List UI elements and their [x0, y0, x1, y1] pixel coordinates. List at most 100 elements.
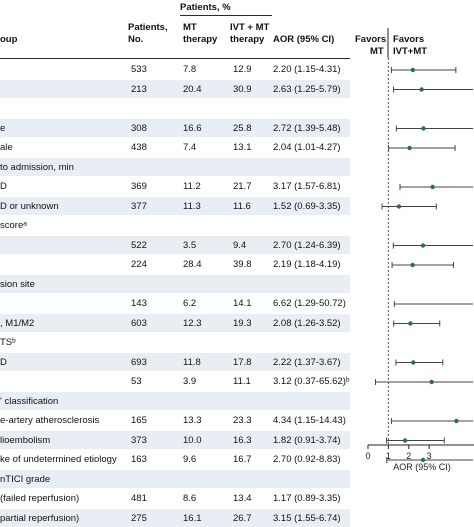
point-estimate	[410, 67, 416, 73]
row-label: partial reperfusion)	[0, 512, 80, 524]
x-tick-label: 3	[427, 451, 432, 461]
row-label: , M1/M2	[0, 317, 35, 329]
row-mt-pct: 28.4	[183, 259, 202, 270]
row-label: lioembolism	[0, 434, 51, 446]
header-ivtmt-1: IVT + MT	[230, 22, 270, 33]
header-favors-mt-1: Favors	[355, 34, 387, 45]
row-mt-pct: 16.1	[183, 512, 202, 524]
x-tick-label: 2	[406, 451, 411, 461]
row-mt-pct: 16.6	[183, 122, 202, 134]
row-mt-pct: 7.4	[183, 142, 197, 153]
row-ivtmt-pct: 17.8	[233, 356, 252, 368]
row-mt-pct: 20.4	[183, 83, 202, 95]
row-mt-pct: 3.5	[183, 239, 197, 251]
point-estimate	[419, 87, 424, 92]
row-patients: 522	[131, 239, 147, 251]
row-patients: 308	[131, 122, 147, 134]
row-patients: 165	[131, 415, 147, 426]
row-band	[0, 79, 350, 98]
row-patients: 693	[131, 356, 147, 368]
row-band	[0, 235, 350, 254]
row-band	[0, 391, 350, 410]
row-aor: 6.62 (1.29-50.72)	[273, 298, 346, 309]
row-mt-pct: 6.2	[183, 298, 197, 309]
row-ivtmt-pct: 11.1	[233, 376, 251, 387]
header-patients-pct: Patients, %	[180, 2, 231, 13]
row-mt-pct: 11.2	[183, 181, 201, 192]
row-band	[0, 430, 350, 449]
point-estimate	[420, 457, 426, 463]
header-aor: AOR (95% CI)	[273, 34, 335, 45]
row-label: e	[0, 122, 6, 134]
header-rule-top	[180, 15, 272, 16]
row-band	[0, 196, 350, 215]
row-label: e-artery atherosclerosis	[0, 415, 100, 426]
point-estimate	[411, 360, 416, 365]
row-aor: 1.82 (0.91-3.74)	[273, 434, 341, 446]
row-label: ' classification	[0, 395, 59, 407]
row-mt-pct: 10.0	[183, 434, 202, 446]
row-patients: 53	[131, 376, 142, 387]
header-mt-1: MT	[183, 22, 197, 33]
row-aor: 2.63 (1.25-5.79)	[273, 83, 341, 95]
point-estimate	[430, 184, 435, 190]
header-patients-no-2: No.	[128, 34, 144, 45]
row-aor: 2.08 (1.26-3.52)	[273, 317, 341, 329]
row-mt-pct: 11.8	[183, 356, 201, 368]
row-ivtmt-pct: 16.7	[233, 454, 252, 465]
row-mt-pct: 13.3	[183, 415, 202, 426]
row-ivtmt-pct: 39.8	[233, 259, 252, 270]
row-patients: 163	[131, 454, 147, 465]
row-patients: 373	[131, 434, 147, 446]
row-aor: 2.70 (0.92-8.83)	[273, 454, 341, 465]
header-favors-ivt-2: IVT+MT	[393, 46, 428, 57]
row-ivtmt-pct: 16.3	[233, 434, 252, 446]
row-ivtmt-pct: 11.6	[233, 200, 251, 212]
row-aor: 2.72 (1.39-5.48)	[273, 122, 341, 134]
row-ivtmt-pct: 13.4	[233, 493, 252, 504]
row-ivtmt-pct: 26.7	[233, 512, 252, 524]
point-estimate	[410, 262, 415, 268]
x-tick-label: 1	[386, 451, 391, 461]
row-aor: 2.04 (1.01-4.27)	[273, 142, 341, 153]
header-favors-mt-2: MT	[370, 46, 384, 57]
row-ivtmt-pct: 14.1	[233, 298, 252, 309]
row-mt-pct: 12.3	[183, 317, 202, 329]
row-label: ale	[0, 142, 13, 153]
row-label: ke of undetermined etiology	[0, 454, 117, 465]
row-ivtmt-pct: 30.9	[233, 83, 252, 95]
row-patients: 213	[131, 83, 147, 95]
row-aor: 2.70 (1.24-6.39)	[273, 239, 341, 251]
row-mt-pct: 11.3	[183, 200, 201, 212]
point-estimate	[408, 321, 413, 326]
header-ivtmt-2: therapy	[230, 34, 265, 45]
row-band	[0, 352, 350, 371]
row-label: to admission, min	[0, 161, 74, 173]
header-mt-2: therapy	[183, 34, 218, 45]
row-label: D or unknown	[0, 200, 59, 212]
point-estimate	[421, 126, 426, 131]
row-patients: 481	[131, 493, 147, 504]
row-band	[0, 274, 350, 293]
header-patients-no-1: Patients,	[128, 22, 168, 33]
row-band	[0, 157, 350, 176]
row-ivtmt-pct: 13.1	[233, 142, 252, 153]
row-aor: 2.22 (1.37-3.67)	[273, 356, 341, 368]
row-aor: 3.15 (1.55-6.74)	[273, 512, 341, 524]
point-estimate	[402, 438, 408, 443]
row-ivtmt-pct: 9.4	[233, 239, 247, 251]
row-aor: 2.19 (1.18-4.19)	[273, 259, 341, 270]
row-patients: 603	[131, 317, 147, 329]
row-patients: 224	[131, 259, 147, 270]
row-band	[0, 118, 350, 137]
row-patients: 275	[131, 512, 147, 524]
row-aor: 1.52 (0.69-3.35)	[273, 200, 341, 212]
row-band	[0, 313, 350, 332]
row-label: nTICI grade	[0, 473, 51, 485]
row-label: D	[0, 356, 7, 368]
row-mt-pct: 9.6	[183, 454, 197, 465]
row-aor: 2.20 (1.15-4.31)	[273, 64, 341, 75]
row-label: TSᵇ	[0, 337, 16, 348]
row-label: sion site	[0, 278, 35, 290]
row-ivtmt-pct: 19.3	[233, 317, 252, 329]
